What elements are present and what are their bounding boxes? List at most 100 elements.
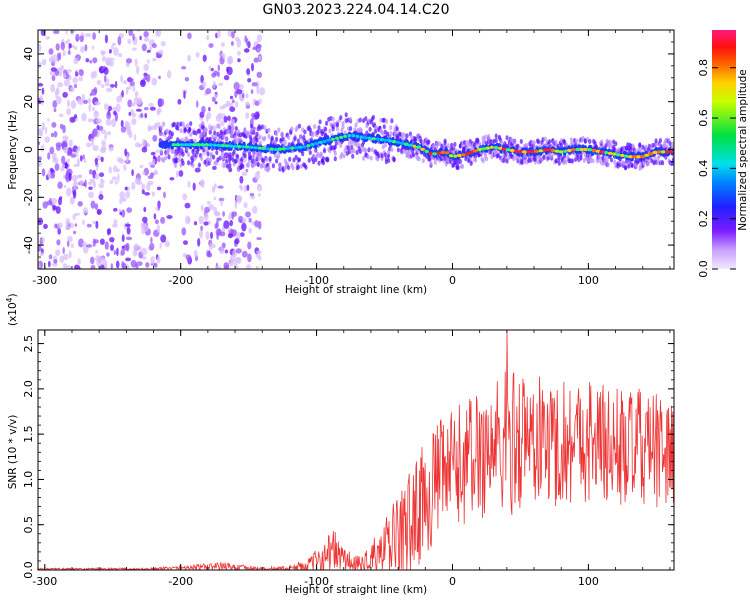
ridge-halo (275, 131, 279, 137)
ridge-halo (431, 144, 435, 150)
ridge-halo (383, 142, 387, 148)
noise-blob (81, 112, 87, 122)
noise-blob (156, 121, 161, 128)
ridge-halo (417, 156, 421, 162)
ridge-peak (216, 143, 222, 147)
colorbar-tick-label: 0.0 (697, 260, 710, 278)
noise-blob (248, 227, 252, 234)
noise-blob (61, 163, 66, 168)
ridge-halo (287, 165, 291, 171)
ridge-halo (297, 123, 302, 129)
ridge-halo (639, 147, 643, 153)
noise-blob (96, 124, 100, 131)
noise-blob (50, 67, 57, 72)
ridge-halo (263, 125, 267, 130)
noise-blob (231, 31, 235, 39)
ridge-halo (579, 155, 583, 161)
noise-blob (125, 236, 133, 241)
ridge-halo (333, 144, 337, 150)
ridge-halo (318, 119, 322, 125)
ridge-halo (252, 151, 256, 157)
noise-blob (98, 125, 104, 131)
noise-blob (250, 196, 256, 200)
x-tick-label: 100 (578, 575, 599, 588)
noise-blob (143, 31, 149, 38)
noise-blob (205, 115, 209, 122)
noise-blob (70, 243, 74, 249)
ridge-halo (232, 149, 236, 155)
ridge-peak (306, 144, 311, 148)
ridge-halo (208, 157, 212, 163)
noise-blob (117, 36, 122, 46)
ridge-peak (347, 133, 352, 138)
ridge-peak (604, 151, 608, 155)
ridge-halo (225, 137, 229, 143)
noise-blob (55, 96, 62, 105)
noise-blob (234, 238, 240, 245)
noise-blob (222, 53, 226, 60)
noise-blob (65, 30, 68, 35)
noise-blob (41, 168, 46, 177)
noise-blob (193, 249, 198, 258)
noise-blob (141, 146, 148, 153)
ridge-peak (420, 147, 426, 151)
noise-blob (60, 41, 65, 51)
noise-blob (95, 250, 98, 254)
noise-blob (213, 183, 217, 189)
noise-blob (38, 156, 42, 162)
ridge-halo (185, 123, 190, 129)
noise-blob (40, 144, 45, 152)
noise-blob (82, 241, 87, 247)
noise-blob (235, 100, 239, 108)
noise-blob (140, 112, 144, 118)
noise-blob (122, 80, 128, 85)
ridge-halo (333, 150, 337, 156)
ridge-halo (280, 131, 284, 137)
ridge-peak (260, 146, 267, 150)
noise-blob (127, 86, 132, 90)
noise-blob (192, 182, 196, 191)
ridge-peak (563, 149, 568, 153)
ridge-halo (172, 121, 176, 127)
noise-blob (145, 262, 150, 268)
ridge-halo (505, 135, 509, 141)
ridge-peak (444, 151, 450, 155)
ridge-peak (212, 143, 217, 147)
noise-blob (56, 239, 61, 246)
ridge-peak (335, 136, 339, 140)
ridge-halo (341, 124, 345, 130)
ridge-peak (505, 148, 511, 152)
colorbar-tick-label: 0.6 (697, 109, 710, 127)
noise-blob (101, 56, 107, 62)
noise-blob (164, 240, 170, 248)
ridge-halo (267, 127, 271, 133)
snr-frame (37, 329, 675, 571)
noise-blob (151, 77, 158, 86)
noise-blob (143, 63, 149, 71)
noise-blob (41, 122, 45, 131)
ridge-halo (554, 139, 558, 145)
noise-blob (131, 169, 134, 177)
noise-blob (106, 87, 113, 93)
noise-blob (39, 252, 44, 257)
noise-blob (121, 209, 126, 218)
ridge-halo (233, 135, 237, 141)
noise-blob (253, 57, 259, 63)
ridge-halo (588, 139, 592, 144)
ridge-halo (396, 147, 400, 153)
noise-blob (57, 227, 61, 235)
noise-blob (96, 208, 103, 215)
noise-blob (85, 58, 90, 63)
ridge-halo (257, 134, 261, 140)
noise-blob (108, 146, 114, 152)
noise-blob (120, 248, 126, 256)
ridge-peak (277, 147, 283, 151)
ridge-halo (250, 123, 254, 129)
ridge-halo (206, 151, 210, 157)
ridge-halo (384, 118, 388, 124)
noise-blob (220, 199, 223, 207)
noise-blob (65, 218, 71, 226)
x-tick-label: 100 (578, 274, 599, 287)
noise-blob (111, 45, 114, 50)
ridge-peak (183, 143, 189, 147)
